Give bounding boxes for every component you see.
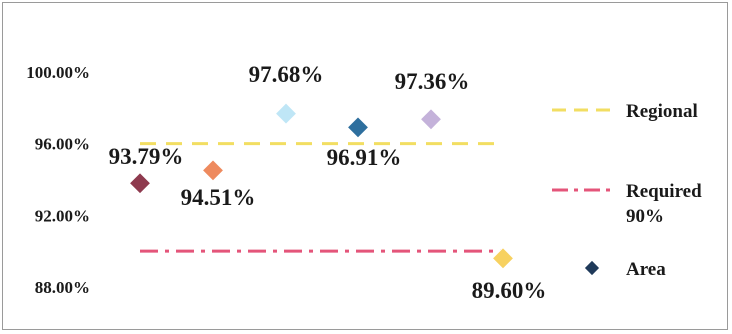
data-points [128, 102, 515, 270]
data-point-diamond [201, 159, 225, 182]
reference-lines [140, 142, 503, 253]
data-point-diamond [491, 247, 515, 270]
data-label: 97.36% [395, 69, 470, 94]
data-point-diamond [346, 116, 370, 139]
data-point-diamond [274, 102, 298, 125]
data-labels: 93.79% 94.51% 97.68% 96.91% 97.36% 89.60% [109, 62, 547, 303]
data-point-diamond [128, 171, 152, 195]
data-label: 96.91% [327, 145, 402, 170]
legend-regional-label: Regional [626, 101, 698, 122]
legend-required-label-line1: Required [626, 181, 702, 202]
y-tick-label: 88.00% [35, 278, 90, 297]
y-axis-ticks: 100.00% 96.00% 92.00% 88.00% [26, 63, 90, 297]
legend: Regional Required 90% Area [552, 101, 702, 280]
data-label: 89.60% [472, 278, 547, 303]
chart-frame [2, 2, 728, 330]
y-tick-label: 96.00% [35, 135, 90, 154]
data-point-diamond [419, 107, 443, 131]
data-label: 97.68% [249, 62, 324, 87]
legend-area-diamond-icon [584, 260, 600, 276]
legend-required-label-line2: 90% [626, 206, 664, 227]
y-tick-label: 92.00% [35, 206, 90, 225]
legend-area-label: Area [626, 259, 666, 280]
data-label: 94.51% [181, 185, 256, 210]
y-tick-label: 100.00% [26, 63, 90, 82]
data-label: 93.79% [109, 144, 184, 169]
